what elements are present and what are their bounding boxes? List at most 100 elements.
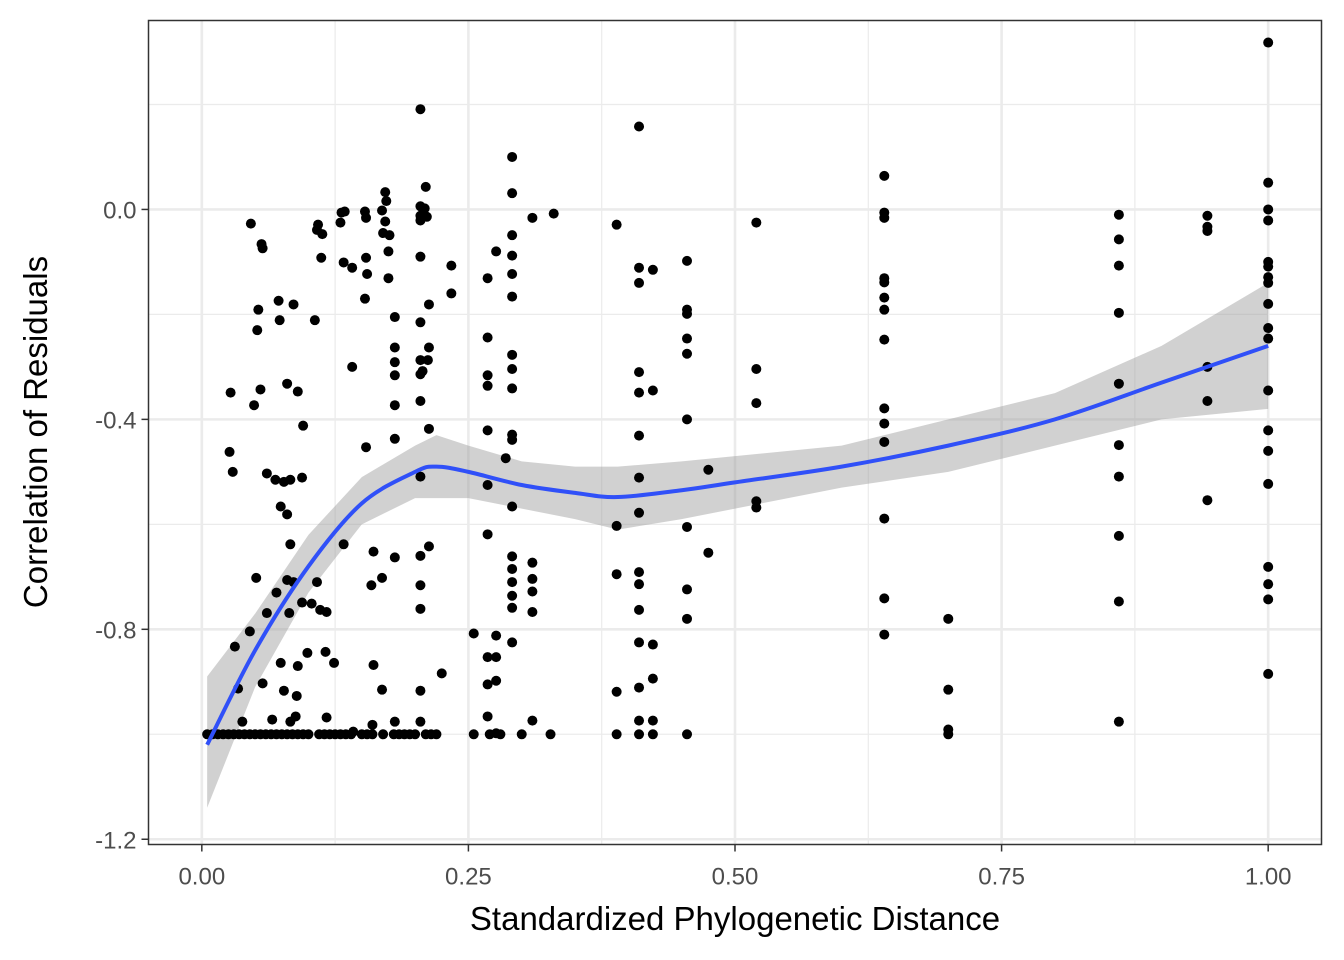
data-point [682, 414, 693, 425]
data-point [703, 464, 714, 475]
data-point [1113, 440, 1124, 451]
data-point [548, 208, 559, 219]
data-point [507, 577, 518, 588]
data-point [227, 466, 238, 477]
data-point [682, 521, 693, 532]
data-point [320, 646, 331, 657]
x-tick-label: 0.50 [712, 864, 759, 891]
data-point [338, 539, 349, 550]
data-point [275, 501, 286, 512]
data-point [362, 268, 373, 279]
data-point [879, 593, 890, 604]
data-point [329, 657, 340, 668]
data-point [389, 716, 400, 727]
smooth-line [205, 344, 1269, 746]
data-point [415, 550, 426, 561]
data-point [751, 398, 762, 409]
data-point [482, 711, 493, 722]
data-point [1202, 495, 1213, 506]
data-point [491, 675, 502, 686]
data-point [249, 400, 260, 411]
data-point [415, 215, 426, 226]
data-point [507, 501, 518, 512]
data-point [1263, 323, 1274, 334]
data-point [253, 304, 264, 315]
y-tick-label: -1.2 [95, 827, 136, 854]
data-point [422, 355, 433, 366]
data-point [611, 729, 622, 740]
data-point [270, 474, 281, 485]
data-point [507, 349, 518, 360]
data-point [415, 396, 426, 407]
data-point [359, 293, 370, 304]
y-tick-label: 0.0 [103, 197, 136, 224]
data-point [377, 205, 388, 216]
data-point [292, 386, 303, 397]
data-point [1263, 277, 1274, 288]
data-point [225, 387, 236, 398]
smooth-line-group [205, 344, 1269, 746]
data-point [507, 434, 518, 445]
data-point [634, 567, 645, 578]
data-point [244, 626, 255, 637]
data-point [271, 587, 282, 598]
data-point [415, 104, 426, 115]
data-point [303, 729, 314, 740]
data-point [378, 228, 389, 239]
data-point [1202, 225, 1213, 236]
data-point [751, 217, 762, 228]
data-point [1263, 177, 1274, 188]
data-point [251, 572, 262, 583]
data-point [634, 472, 645, 483]
data-point [292, 661, 303, 672]
data-point [879, 629, 890, 640]
data-point [507, 230, 518, 241]
data-point [389, 357, 400, 368]
y-axis: 0.0 -0.4 -0.8 -1.2 [95, 197, 149, 854]
data-point [1113, 471, 1124, 482]
data-point [1263, 204, 1274, 215]
data-point [298, 420, 309, 431]
data-point [377, 684, 388, 695]
data-point [468, 729, 479, 740]
data-point [468, 628, 479, 639]
data-point [879, 170, 890, 181]
x-tick-label: 0.25 [445, 864, 492, 891]
data-point [383, 246, 394, 257]
y-tick-label: -0.8 [95, 617, 136, 644]
data-point [634, 715, 645, 726]
data-point [368, 660, 379, 671]
data-point [682, 613, 693, 624]
data-point [491, 652, 502, 663]
data-point [482, 652, 493, 663]
data-point [634, 579, 645, 590]
data-point [482, 370, 493, 381]
data-point [647, 385, 658, 396]
data-point [634, 682, 645, 693]
data-point [507, 151, 518, 162]
data-point [634, 277, 645, 288]
data-point [751, 502, 762, 513]
data-point [1263, 261, 1274, 272]
data-point [423, 342, 434, 353]
data-point [879, 304, 890, 315]
data-point [1113, 530, 1124, 541]
data-point [634, 121, 645, 132]
data-point [500, 453, 511, 464]
data-point [507, 363, 518, 374]
data-point [257, 678, 268, 689]
data-point [274, 315, 285, 326]
x-tick-label: 0.75 [978, 864, 1025, 891]
data-point [436, 668, 447, 679]
data-point [879, 277, 890, 288]
data-point [634, 262, 645, 273]
data-point [527, 212, 538, 223]
data-point [516, 729, 527, 740]
data-point [527, 715, 538, 726]
data-point [224, 446, 235, 457]
data-point [415, 603, 426, 614]
data-point [275, 657, 286, 668]
data-point [415, 471, 426, 482]
data-point [703, 547, 714, 558]
